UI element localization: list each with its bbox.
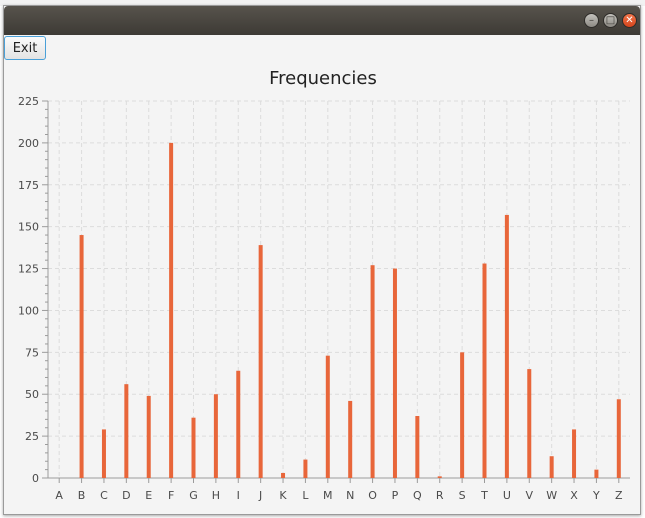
bar-F xyxy=(169,142,174,478)
bar-M xyxy=(325,355,330,478)
x-tick-label: K xyxy=(279,489,287,502)
app-window: – □ ✕ Exit Frequencies 0 25 50 75 100 125 150 1… xyxy=(3,5,641,515)
x-tick-label: H xyxy=(212,489,220,502)
bar-W xyxy=(549,456,554,478)
y-tick-label: 225 xyxy=(18,95,39,108)
bar-N xyxy=(348,400,353,478)
bar-Z xyxy=(616,399,621,478)
x-tick-label: X xyxy=(570,489,578,502)
bar-chart: 0 25 50 75 100 125 150 175 200 225 A B C D E F G H I J K L M N O… xyxy=(18,95,630,502)
x-tick-label: I xyxy=(237,489,240,502)
bar-S xyxy=(460,352,465,478)
bar-P xyxy=(392,268,397,478)
x-tick-label: C xyxy=(100,489,108,502)
bar-C xyxy=(101,429,106,478)
x-tick-label: E xyxy=(145,489,152,502)
x-tick-label: A xyxy=(55,489,63,502)
bar-G xyxy=(191,417,196,478)
x-tick-label: L xyxy=(302,489,309,502)
x-tick-label: Y xyxy=(592,489,600,502)
desktop-background xyxy=(0,0,645,6)
x-tick-label: B xyxy=(78,489,86,502)
x-tick-label: R xyxy=(436,489,444,502)
y-tick-label: 50 xyxy=(25,388,39,401)
x-tick-label: S xyxy=(459,489,466,502)
bar-D xyxy=(124,384,129,478)
y-tick-label: 75 xyxy=(25,346,39,359)
bar-B xyxy=(79,235,84,478)
maximize-icon[interactable]: □ xyxy=(603,13,618,28)
y-tick-label: 150 xyxy=(18,221,39,234)
y-tick-label: 200 xyxy=(18,137,39,150)
bar-L xyxy=(303,459,308,478)
bar-T xyxy=(482,263,487,478)
x-tick-label: G xyxy=(189,489,198,502)
bar-J xyxy=(258,245,263,478)
bar-R xyxy=(437,476,442,478)
x-tick-label: P xyxy=(392,489,399,502)
close-icon[interactable]: ✕ xyxy=(622,13,637,28)
bar-X xyxy=(572,429,577,478)
bar-E xyxy=(146,395,151,478)
x-tick-label: N xyxy=(346,489,354,502)
x-tick-label: F xyxy=(168,489,174,502)
x-tick-label: J xyxy=(258,489,262,502)
x-tick-label: U xyxy=(503,489,511,502)
x-tick-label: D xyxy=(122,489,130,502)
bar-H xyxy=(213,394,218,478)
bar-U xyxy=(504,214,509,478)
y-tick-label: 100 xyxy=(18,304,39,317)
exit-button[interactable]: Exit xyxy=(4,36,46,60)
y-tick-label: 0 xyxy=(32,472,39,485)
x-tick-label: V xyxy=(526,489,534,502)
x-tick-label: Q xyxy=(413,489,422,502)
bar-K xyxy=(281,472,286,478)
y-tick-label: 125 xyxy=(18,263,39,276)
chart-title: Frequencies xyxy=(269,68,377,89)
bar-O xyxy=(370,265,375,478)
minimize-icon[interactable]: – xyxy=(584,13,599,28)
x-tick-label: Z xyxy=(615,489,623,502)
y-tick-label: 175 xyxy=(18,179,39,192)
title-bar[interactable]: – □ ✕ xyxy=(4,6,640,35)
x-tick-label: M xyxy=(323,489,333,502)
bar-Y xyxy=(594,469,599,478)
x-tick-label: T xyxy=(480,489,488,502)
bar-I xyxy=(236,370,241,478)
x-tick-label: O xyxy=(368,489,377,502)
x-tick-label: W xyxy=(546,489,557,502)
bar-V xyxy=(527,369,532,478)
bar-Q xyxy=(415,416,420,478)
y-tick-label: 25 xyxy=(25,430,39,443)
